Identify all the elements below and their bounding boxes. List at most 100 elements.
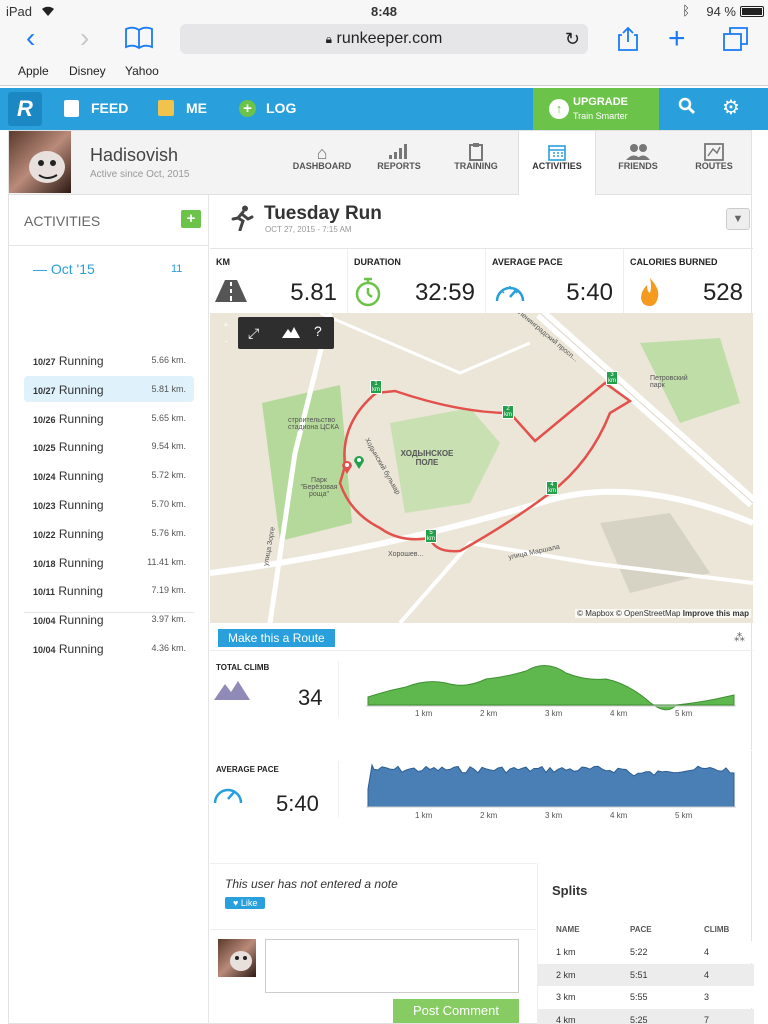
chevron-down-icon[interactable]: ▼ <box>726 208 750 230</box>
nav-me[interactable]: ME <box>186 100 207 116</box>
split-pace: 5:22 <box>630 947 648 957</box>
activity-distance: 5.76 km. <box>151 527 186 538</box>
map-label-stadium: строительство стадиона ЦСКА <box>288 417 340 431</box>
bookmark-apple[interactable]: Apple <box>18 64 49 78</box>
activity-distance: 5.81 km. <box>151 383 186 394</box>
help-button[interactable]: ? <box>314 323 322 339</box>
tab-dashboard[interactable]: ⌂ DASHBOARD <box>287 131 357 195</box>
activity-card: Hadisovish Active since Oct, 2015 ⌂ DASH… <box>8 130 754 1024</box>
x-tick-label: 5 km <box>675 811 693 820</box>
metric-distance-value: 5.81 <box>290 279 337 306</box>
terrain-icon[interactable] <box>282 325 300 344</box>
activity-list-item[interactable]: 10/04 Running 3.97 km. <box>24 606 194 632</box>
bookmark-yahoo[interactable]: Yahoo <box>125 64 159 78</box>
tab-training[interactable]: TRAINING <box>441 131 511 195</box>
activity-list-item[interactable]: 10/25 Running 9.54 km. <box>24 433 194 459</box>
share-icon[interactable] <box>616 26 640 57</box>
zoom-in-button[interactable]: + <box>223 320 229 330</box>
search-icon[interactable] <box>678 97 696 120</box>
profile-header: Hadisovish Active since Oct, 2015 ⌂ DASH… <box>9 131 751 195</box>
arrow-up-icon: ↑ <box>549 99 569 119</box>
people-icon <box>603 131 673 161</box>
bookmarks-icon[interactable] <box>124 26 154 55</box>
sidebar-title: ACTIVITIES <box>24 213 101 229</box>
url-text: runkeeper.com <box>336 30 443 47</box>
tabs-icon[interactable] <box>722 26 750 57</box>
activity-type: Running <box>58 469 104 484</box>
forward-icon[interactable]: › <box>80 22 90 53</box>
activity-list-item[interactable]: 10/24 Running 5.72 km. <box>24 462 194 488</box>
comment-input[interactable] <box>265 939 519 993</box>
activity-list-item[interactable]: 10/27 Running 5.81 km. <box>24 375 194 402</box>
activity-distance: 9.54 km. <box>151 441 186 452</box>
split-name: 1 km <box>556 947 576 957</box>
split-pace: 5:25 <box>630 1014 648 1024</box>
activity-type: Running <box>58 382 104 397</box>
activity-date: 10/11 <box>33 587 56 598</box>
upgrade-label: UPGRADE <box>573 96 629 108</box>
upgrade-button[interactable]: ↑ UPGRADE Train Smarter <box>533 88 659 130</box>
like-button[interactable]: ♥ Like <box>225 897 266 909</box>
post-comment-button[interactable]: Post Comment <box>393 999 519 1023</box>
activity-detail: Tuesday Run OCT 27, 2015 - 7:15 AM ▼ KM … <box>210 195 754 1024</box>
map-label-park: Парк "Берёзовая роща" <box>300 477 338 498</box>
activity-date: 10/18 <box>33 558 56 569</box>
zoom-out-button[interactable]: - <box>224 336 228 346</box>
activity-list-item[interactable]: 10/22 Running 5.76 km. <box>24 520 194 546</box>
activity-date: 10/22 <box>33 529 56 540</box>
tab-routes[interactable]: ROUTES <box>679 131 749 195</box>
new-tab-icon[interactable]: + <box>668 22 686 55</box>
paw-icon: ⁂ <box>734 632 745 644</box>
pace-panel: AVERAGE PACE 5:40 1 km 2 km 3 km 4 km 5 km <box>210 750 753 860</box>
split-name: 3 km <box>556 992 576 1002</box>
activity-list-item[interactable]: 10/04 Running 4.36 km. <box>24 635 194 661</box>
split-name: 4 km <box>556 1014 576 1024</box>
note-text: This user has not entered a note <box>225 877 398 891</box>
activity-list-item[interactable]: 10/18 Running 11.41 km. <box>24 549 194 575</box>
tab-reports[interactable]: REPORTS <box>365 131 433 195</box>
settings-gear-icon[interactable]: ⚙ <box>722 97 740 119</box>
activity-list-item[interactable]: 10/11 Running 7.19 km. <box>24 577 194 603</box>
route-map[interactable]: ХОДЫНСКОЕ ПОЛЕ строительство стадиона ЦС… <box>210 313 753 623</box>
activity-distance: 5.72 km. <box>151 470 186 481</box>
make-route-button[interactable]: Make this a Route <box>218 629 335 647</box>
lock-icon: 🔒︎ <box>325 32 333 46</box>
elevation-value: 34 <box>298 685 323 710</box>
activity-list-item[interactable]: 10/23 Running 5.70 km. <box>24 491 194 517</box>
activity-date: 10/27 <box>33 357 56 367</box>
back-icon[interactable]: ‹ <box>26 22 36 53</box>
split-climb: 4 <box>704 969 710 980</box>
bookmark-disney[interactable]: Disney <box>69 64 106 78</box>
nav-feed[interactable]: FEED <box>91 100 129 116</box>
fullscreen-icon[interactable]: ⤢ <box>248 325 260 341</box>
split-pace: 5:55 <box>630 992 648 1002</box>
pace-chart <box>366 763 736 808</box>
metric-pace-value: 5:40 <box>566 279 613 306</box>
x-tick-label: 4 km <box>610 811 628 820</box>
avatar[interactable] <box>9 131 71 193</box>
address-bar[interactable]: 🔒︎ runkeeper.com ↻ <box>180 24 588 54</box>
stopwatch-icon <box>354 277 382 312</box>
x-tick-label: 3 km <box>545 811 563 820</box>
activity-type: Running <box>58 555 104 570</box>
metric-duration: DURATION 32:59 <box>348 249 486 313</box>
tab-friends[interactable]: FRIENDS <box>603 131 673 195</box>
calendar-icon <box>519 131 595 161</box>
month-toggle[interactable]: — Oct '15 <box>33 261 95 277</box>
activity-date: 10/27 <box>33 385 56 396</box>
site-nav: R FEED ME + LOG ↑ UPGRADE Train Smarter … <box>0 88 768 130</box>
tab-activities[interactable]: ACTIVITIES <box>518 131 596 195</box>
nav-log[interactable]: LOG <box>266 100 297 116</box>
activity-list-item[interactable]: 10/27 Running 5.66 km. <box>24 347 194 373</box>
split-climb: 3 <box>704 992 710 1002</box>
add-activity-button[interactable]: + <box>181 210 201 228</box>
reload-icon[interactable]: ↻ <box>564 29 580 49</box>
feed-icon <box>64 100 79 117</box>
split-row: 1 km 5:22 4 <box>538 941 754 963</box>
activity-list-item[interactable]: 10/26 Running 5.65 km. <box>24 405 194 431</box>
improve-map-link[interactable]: Improve this map <box>682 609 749 618</box>
pace-label: AVERAGE PACE <box>216 765 279 774</box>
profile-name[interactable]: Hadisovish <box>90 145 179 165</box>
runkeeper-logo-icon[interactable]: R <box>8 92 42 126</box>
activity-distance: 11.41 km. <box>147 556 186 567</box>
